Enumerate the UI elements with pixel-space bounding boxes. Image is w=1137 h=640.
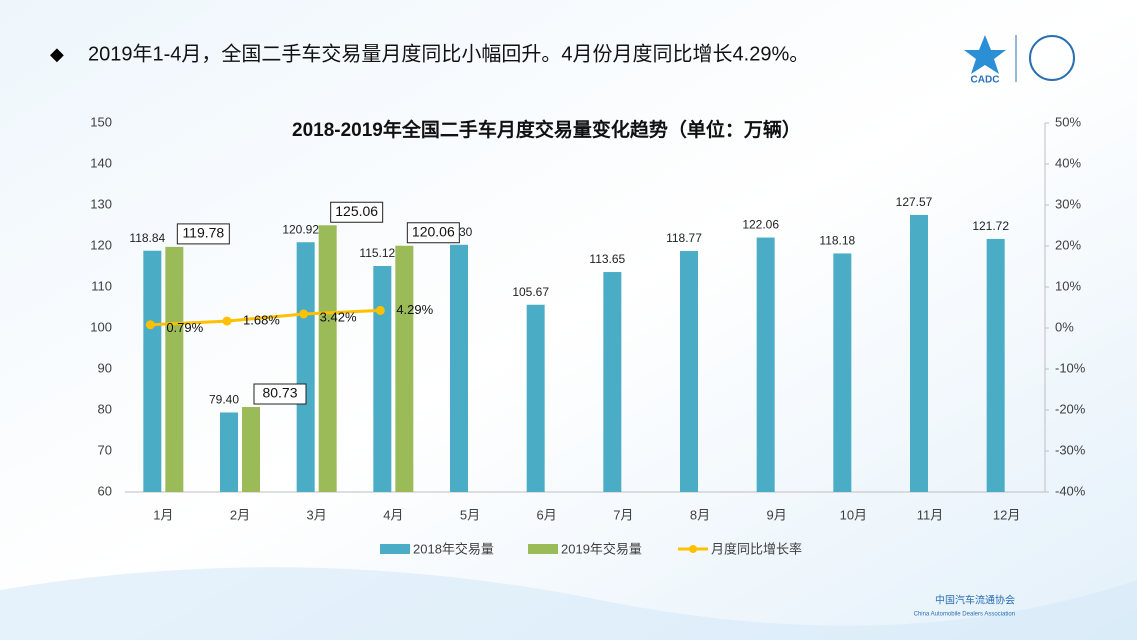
- x-tick-label: 1月: [153, 507, 173, 522]
- bar: [395, 245, 414, 492]
- bar: [165, 246, 184, 492]
- growth-label: 3.42%: [320, 309, 357, 324]
- growth-label: 0.79%: [166, 320, 203, 335]
- bar-label: 118.18: [819, 234, 855, 248]
- y2-tick-label: 40%: [1055, 155, 1081, 170]
- x-tick-label: 10月: [840, 507, 867, 522]
- x-tick-label: 6月: [537, 507, 557, 522]
- y-tick-label: 70: [98, 442, 112, 457]
- bar: [910, 214, 928, 492]
- bar: [986, 238, 1005, 492]
- bar-label: 121.72: [972, 219, 1009, 233]
- wave: [0, 567, 1137, 640]
- bar: [296, 242, 315, 492]
- bar-label: 127.57: [896, 195, 933, 209]
- y-tick-label: 60: [98, 483, 112, 498]
- y-tick-label: 90: [98, 360, 112, 375]
- logo-star: [964, 35, 1006, 74]
- header-title: 2019年1-4月，全国二手车交易量月度同比小幅回升。4月份月度同比增长4.29…: [88, 42, 809, 65]
- footer-name-en: China Automobile Dealers Association: [914, 612, 1015, 618]
- x-tick-label: 12月: [993, 507, 1020, 522]
- bar: [450, 244, 468, 492]
- growth-point: [299, 309, 309, 319]
- y-tick-label: 130: [90, 196, 112, 211]
- y2-tick-label: 30%: [1055, 196, 1081, 211]
- bar-label-box: [406, 222, 460, 244]
- x-tick-label: 9月: [767, 507, 787, 522]
- bar-label: 113.65: [589, 252, 625, 266]
- legend-label: 2018年交易量: [413, 541, 494, 556]
- bar-label: 125.06: [335, 203, 378, 219]
- y-tick-label: 140: [90, 155, 112, 170]
- bar: [373, 266, 392, 492]
- bar-label: 118.77: [666, 231, 702, 245]
- bar: [603, 272, 622, 492]
- y2-tick-label: 10%: [1055, 278, 1081, 293]
- y2-tick-label: -30%: [1055, 442, 1086, 457]
- bullet: ◆: [50, 44, 64, 64]
- bar: [143, 250, 162, 492]
- bar: [526, 304, 545, 492]
- bar-label: 120.06: [412, 223, 455, 239]
- bar: [756, 237, 775, 492]
- bar-label: 115.12: [359, 246, 395, 260]
- bar: [680, 251, 698, 492]
- logo-text: CADC: [971, 75, 1000, 86]
- legend-swatch: [380, 544, 410, 554]
- legend-label: 2019年交易量: [561, 541, 642, 556]
- y2-tick-label: 20%: [1055, 237, 1081, 252]
- bar-label: 118.84: [129, 231, 165, 245]
- growth-label: 4.29%: [396, 302, 433, 317]
- logo-seal: [1029, 35, 1075, 81]
- chart-title: 2018-2019年全国二手车月度交易量变化趋势（单位：万辆）: [292, 118, 801, 141]
- x-tick-label: 2月: [230, 507, 250, 522]
- y-tick-label: 110: [91, 278, 112, 293]
- x-tick-label: 11月: [917, 507, 944, 522]
- bar-label-box: [253, 383, 307, 405]
- x-tick-label: 3月: [307, 507, 327, 522]
- bar-label: 79.40: [209, 393, 239, 407]
- x-tick-label: 7月: [613, 507, 633, 522]
- x-tick-label: 5月: [460, 507, 480, 522]
- x-tick-label: 8月: [690, 507, 710, 522]
- bar-label: 120.92: [282, 222, 319, 236]
- bar: [242, 407, 260, 492]
- legend-swatch: [528, 544, 558, 554]
- y-tick-label: 120: [90, 237, 112, 252]
- bar-label: 122.06: [742, 218, 779, 232]
- growth-point: [222, 316, 232, 326]
- bar-label: 80.73: [262, 385, 297, 401]
- y2-tick-label: -20%: [1055, 401, 1086, 416]
- y2-tick-label: 50%: [1055, 114, 1081, 129]
- growth-label: 1.68%: [243, 313, 280, 328]
- footer-name: 中国汽车流通协会: [935, 594, 1015, 607]
- bar: [833, 253, 852, 492]
- growth-point: [145, 320, 155, 330]
- y2-tick-label: -10%: [1055, 360, 1086, 375]
- growth-point: [375, 305, 385, 315]
- bar-label-box: [176, 223, 230, 245]
- y2-tick-label: 0%: [1055, 319, 1074, 334]
- bar: [318, 225, 337, 492]
- y-tick-label: 150: [90, 114, 112, 129]
- bar-label: 105.67: [512, 285, 549, 299]
- bar-label-box: [330, 201, 384, 223]
- legend-label: 月度同比增长率: [711, 541, 802, 556]
- bar: [220, 412, 238, 492]
- bar-label: 119.78: [182, 225, 224, 241]
- x-tick-label: 4月: [383, 507, 403, 522]
- growth-line: [150, 308, 381, 327]
- y-tick-label: 100: [90, 319, 112, 334]
- legend-swatch-dot: [689, 545, 697, 553]
- y-tick-label: 80: [98, 401, 112, 416]
- y2-tick-label: -40%: [1055, 483, 1086, 498]
